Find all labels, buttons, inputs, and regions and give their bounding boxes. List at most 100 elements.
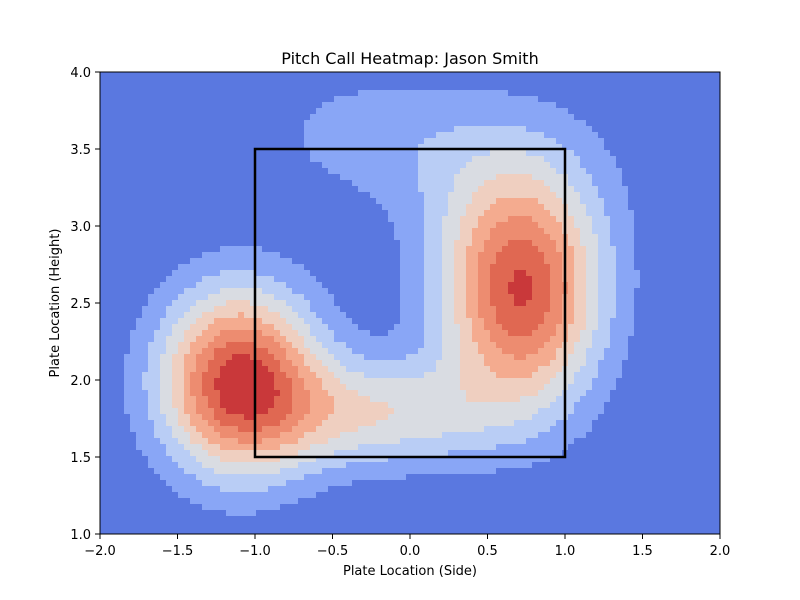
- heatmap-cell: [244, 90, 251, 97]
- heatmap-cell: [244, 516, 251, 523]
- heatmap-cell: [226, 210, 233, 217]
- heatmap-cell: [232, 408, 239, 415]
- heatmap-cell: [400, 174, 407, 181]
- heatmap-cell: [370, 222, 377, 229]
- heatmap-cell: [280, 156, 287, 163]
- heatmap-cell: [478, 156, 485, 163]
- heatmap-cell: [274, 366, 281, 373]
- heatmap-cell: [106, 84, 113, 91]
- heatmap-cell: [304, 516, 311, 523]
- heatmap-cell: [316, 90, 323, 97]
- heatmap-cell: [292, 312, 299, 319]
- heatmap-cell: [340, 150, 347, 157]
- heatmap-cell: [418, 192, 425, 199]
- heatmap-cell: [358, 258, 365, 265]
- heatmap-cell: [430, 330, 437, 337]
- heatmap-cell: [148, 522, 155, 529]
- heatmap-cell: [268, 114, 275, 121]
- heatmap-cell: [430, 384, 437, 391]
- heatmap-cell: [100, 306, 107, 313]
- heatmap-cell: [376, 372, 383, 379]
- heatmap-cell: [256, 156, 263, 163]
- heatmap-cell: [268, 480, 275, 487]
- heatmap-cell: [316, 192, 323, 199]
- heatmap-cell: [274, 396, 281, 403]
- heatmap-cell: [334, 516, 341, 523]
- heatmap-cell: [262, 324, 269, 331]
- heatmap-cell: [346, 444, 353, 451]
- heatmap-cell: [130, 72, 137, 79]
- heatmap-cell: [478, 228, 485, 235]
- heatmap-cell: [160, 198, 167, 205]
- heatmap-cell: [370, 276, 377, 283]
- heatmap-cell: [286, 522, 293, 529]
- heatmap-cell: [316, 234, 323, 241]
- heatmap-cell: [274, 456, 281, 463]
- heatmap-cell: [352, 216, 359, 223]
- heatmap-cell: [220, 228, 227, 235]
- heatmap-cell: [142, 324, 149, 331]
- heatmap-cell: [334, 336, 341, 343]
- heatmap-cell: [286, 168, 293, 175]
- heatmap-cell: [322, 120, 329, 127]
- heatmap-cell: [286, 366, 293, 373]
- heatmap-cell: [478, 312, 485, 319]
- heatmap-cell: [406, 198, 413, 205]
- heatmap-cell: [178, 102, 185, 109]
- heatmap-cell: [472, 420, 479, 427]
- heatmap-cell: [178, 162, 185, 169]
- heatmap-cell: [454, 474, 461, 481]
- heatmap-cell: [370, 252, 377, 259]
- heatmap-cell: [436, 216, 443, 223]
- heatmap-cell: [430, 252, 437, 259]
- heatmap-cell: [244, 192, 251, 199]
- heatmap-cell: [418, 492, 425, 499]
- heatmap-cell: [256, 78, 263, 85]
- heatmap-cell: [382, 294, 389, 301]
- heatmap-cell: [112, 438, 119, 445]
- heatmap-cell: [292, 378, 299, 385]
- heatmap-cell: [274, 78, 281, 85]
- heatmap-cell: [274, 318, 281, 325]
- heatmap-cell: [310, 396, 317, 403]
- heatmap-cell: [160, 390, 167, 397]
- heatmap-cell: [286, 72, 293, 79]
- heatmap-cell: [424, 408, 431, 415]
- heatmap-cell: [214, 324, 221, 331]
- heatmap-cell: [454, 354, 461, 361]
- heatmap-cell: [388, 78, 395, 85]
- heatmap-cell: [220, 348, 227, 355]
- heatmap-cell: [256, 396, 263, 403]
- heatmap-cell: [358, 84, 365, 91]
- heatmap-cell: [382, 306, 389, 313]
- heatmap-cell: [340, 306, 347, 313]
- heatmap-cell: [220, 432, 227, 439]
- heatmap-cell: [454, 360, 461, 367]
- heatmap-cell: [220, 126, 227, 133]
- heatmap-cell: [214, 414, 221, 421]
- heatmap-cell: [400, 222, 407, 229]
- heatmap-cell: [286, 276, 293, 283]
- heatmap-cell: [214, 138, 221, 145]
- heatmap-cell: [322, 420, 329, 427]
- heatmap-cell: [382, 144, 389, 151]
- heatmap-cell: [202, 258, 209, 265]
- heatmap-cell: [250, 234, 257, 241]
- heatmap-cell: [196, 360, 203, 367]
- heatmap-cell: [154, 408, 161, 415]
- heatmap-cell: [466, 192, 473, 199]
- heatmap-cell: [178, 522, 185, 529]
- heatmap-cell: [400, 396, 407, 403]
- heatmap-cell: [436, 528, 443, 534]
- heatmap-cell: [448, 378, 455, 385]
- heatmap-cell: [250, 522, 257, 529]
- heatmap-cell: [196, 198, 203, 205]
- heatmap-cell: [130, 384, 137, 391]
- heatmap-cell: [100, 252, 107, 259]
- heatmap-cell: [448, 504, 455, 511]
- heatmap-cell: [454, 444, 461, 451]
- heatmap-cell: [346, 192, 353, 199]
- heatmap-cell: [334, 246, 341, 253]
- heatmap-cell: [172, 408, 179, 415]
- heatmap-cell: [250, 426, 257, 433]
